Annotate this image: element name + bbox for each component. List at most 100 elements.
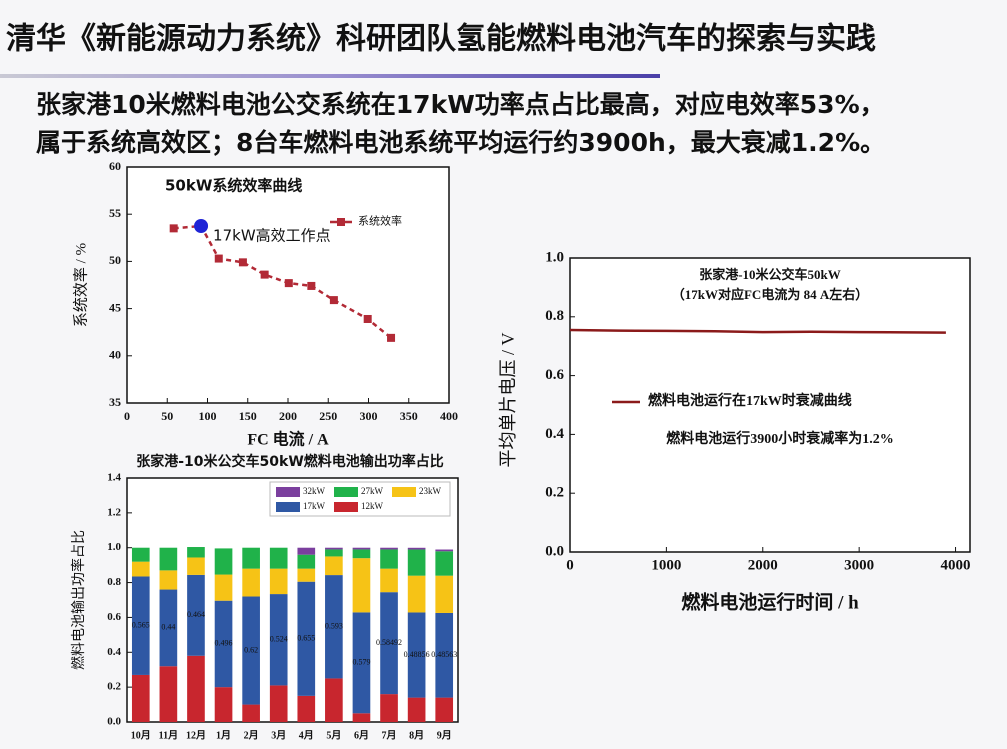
bar-segment [325, 575, 343, 679]
data-marker [169, 224, 178, 233]
legend-swatch [334, 487, 358, 497]
value-label: 0.48856 [404, 650, 430, 659]
x-tick-label: 0 [124, 409, 130, 423]
annotation: 17kW高效工作点 [213, 227, 331, 245]
bar-segment [352, 713, 371, 722]
value-label: 0.593 [325, 622, 343, 631]
value-label: 0.58492 [376, 638, 402, 647]
data-marker [214, 254, 223, 263]
bar-segment [435, 697, 454, 722]
legend-swatch [334, 502, 358, 512]
bar-segment [242, 704, 260, 722]
y-tick-label: 0.2 [545, 485, 564, 501]
bar-segment [242, 547, 260, 569]
bar-segment [214, 687, 233, 722]
x-axis-label: 燃料电池运行时间 / h [681, 590, 859, 613]
x-tick-label: 200 [279, 409, 297, 423]
legend-label: 17kW [303, 501, 326, 511]
data-line [569, 328, 946, 334]
annotation: 燃料电池运行3900小时衰减率为1.2% [666, 430, 894, 447]
bar-segment [435, 612, 454, 698]
x-tick-label: 6月 [354, 729, 369, 741]
x-tick-label: 2月 [244, 729, 259, 741]
bar-segment [159, 589, 178, 667]
y-tick-label: 0.8 [545, 308, 564, 324]
bar-segment [159, 666, 178, 722]
value-label: 0.62 [244, 645, 258, 654]
x-tick-label: 3000 [844, 557, 874, 573]
bar-segment [380, 568, 398, 593]
data-marker [238, 258, 247, 267]
y-tick-label: 1.2 [107, 506, 121, 518]
bar-segment [325, 549, 343, 557]
highlight-point [194, 219, 209, 233]
y-axis-label: 系统效率 / % [72, 243, 89, 327]
bar-segment [297, 695, 316, 722]
x-tick-label: 3月 [271, 729, 286, 741]
data-marker [329, 296, 338, 305]
x-tick-label: 250 [319, 409, 337, 423]
y-tick-label: 0.0 [545, 543, 564, 559]
y-tick-label: 1.0 [545, 249, 564, 265]
value-label: 0.464 [187, 610, 205, 619]
bar-segment [269, 685, 288, 722]
x-tick-label: 8月 [409, 729, 424, 741]
bar-segment [242, 596, 260, 705]
bar-segment [214, 574, 233, 601]
x-tick-label: 2000 [748, 557, 778, 573]
summary-line: 张家港10米燃料电池公交系统在17kW功率点占比最高，对应电效率53%， [36, 90, 885, 119]
bar-segment [352, 612, 371, 714]
x-tick-label: 1000 [651, 557, 681, 573]
bar-segment [159, 570, 178, 590]
legend-label: 燃料电池运行在17kW时衰减曲线 [648, 392, 852, 409]
bar-segment [187, 557, 205, 575]
x-tick-label: 50 [161, 409, 173, 423]
data-marker [307, 281, 316, 290]
bar-segment [214, 548, 233, 575]
value-label: 0.44 [161, 623, 175, 632]
x-tick-label: 350 [400, 409, 418, 423]
legend-swatch [276, 487, 300, 497]
bar-segment [435, 549, 454, 552]
y-tick-label: 45 [109, 300, 121, 314]
bar-segment [380, 694, 398, 722]
legend-marker [337, 218, 345, 226]
bar-segment [435, 551, 454, 576]
bar-segment [269, 547, 288, 569]
chart-title: （17kW对应FC电流为 84 A左右） [672, 287, 868, 302]
bar-segment [242, 568, 260, 597]
value-label: 0.48563 [431, 650, 457, 659]
plot-area [569, 257, 971, 553]
bar-segment [297, 581, 316, 696]
x-tick-label: 11月 [159, 729, 178, 741]
y-axis-label: 燃料电池输出功率占比 [70, 530, 87, 670]
x-tick-label: 10月 [131, 729, 151, 741]
value-label: 0.496 [215, 639, 233, 648]
x-tick-label: 1月 [216, 729, 231, 741]
bar-segment [352, 549, 371, 559]
bar-segment [131, 576, 150, 675]
value-label: 0.565 [132, 621, 150, 630]
legend-label: 32kW [303, 486, 326, 496]
data-marker [387, 333, 396, 342]
y-tick-label: 0.6 [545, 367, 564, 383]
x-tick-label: 300 [360, 409, 378, 423]
bar-segment [407, 612, 426, 698]
y-tick-label: 0.2 [107, 681, 121, 693]
x-tick-label: 4月 [299, 729, 314, 741]
bar-segment [297, 568, 316, 582]
y-tick-label: 0.4 [545, 426, 564, 442]
plot-area [126, 477, 459, 723]
bar-segment [214, 600, 233, 688]
y-tick-label: 50 [109, 253, 121, 267]
x-tick-label: 0 [566, 557, 574, 573]
bar-segment [380, 547, 398, 550]
bar-segment [269, 594, 288, 686]
bar-segment [380, 592, 398, 695]
bar-segment [407, 549, 426, 576]
value-label: 0.579 [352, 658, 370, 667]
y-tick-label: 0.0 [107, 716, 121, 728]
chart-title: 50kW系统效率曲线 [165, 177, 302, 195]
x-tick-label: 4000 [941, 557, 971, 573]
